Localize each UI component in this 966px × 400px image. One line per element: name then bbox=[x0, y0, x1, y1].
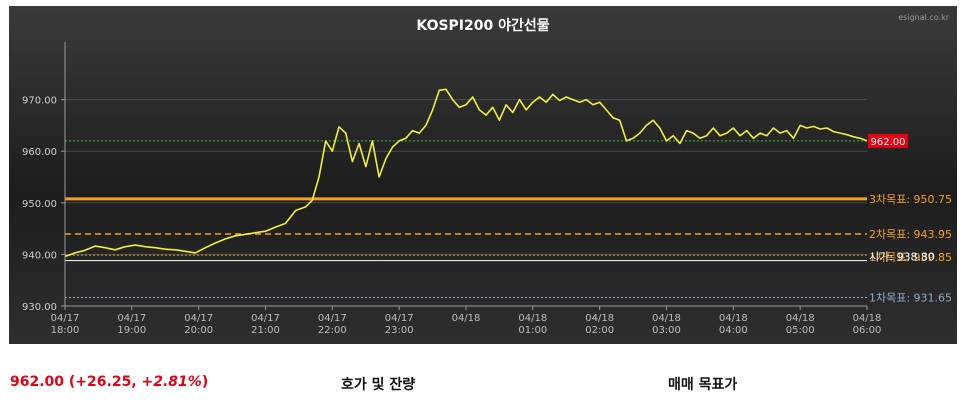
x-tick-date: 04/18 bbox=[853, 313, 882, 324]
y-tick-label: 970.00 bbox=[22, 96, 57, 107]
x-tick-time: 06:00 bbox=[853, 325, 882, 336]
x-tick-date: 04/17 bbox=[251, 313, 280, 324]
price-change-value: 962.00 (+26.25, bbox=[10, 374, 142, 390]
reference-label: 시가: 938.80 bbox=[869, 251, 935, 264]
y-tick-label: 950.00 bbox=[22, 199, 57, 210]
series-layer bbox=[64, 88, 868, 258]
price-change-close: ) bbox=[201, 374, 209, 390]
orderbook-link[interactable]: 호가 및 잔량 bbox=[341, 377, 416, 393]
watermark: esignal.co.kr bbox=[898, 13, 949, 22]
y-tick-label: 960.00 bbox=[22, 147, 57, 158]
target-price-link[interactable]: 매매 목표가 bbox=[668, 377, 738, 393]
x-tick-time: 02:00 bbox=[585, 325, 614, 336]
summary-bar: 962.00 (+26.25, +2.81%) 호가 및 잔량 매매 목표가 bbox=[0, 362, 966, 400]
x-tick-date: 04/17 bbox=[184, 313, 213, 324]
chart-title: KOSPI200 야간선물 bbox=[416, 17, 549, 34]
price-change-percent: +2.81% bbox=[141, 374, 202, 390]
current-price-label: 962.00 bbox=[871, 137, 906, 148]
price-chart: KOSPI200 야간선물 esignal.co.kr 930.00 940.00… bbox=[9, 6, 957, 344]
x-tick-time: 21:00 bbox=[251, 325, 280, 336]
x-tick-time: 18:00 bbox=[51, 325, 80, 336]
x-tick-time: 04:00 bbox=[719, 325, 748, 336]
reference-label: 3차목표: 950.75 bbox=[869, 193, 952, 206]
axes: 930.00940.00950.00960.00970.0004/1718:00… bbox=[22, 42, 881, 336]
x-tick-time: 23:00 bbox=[385, 325, 414, 336]
x-tick-date: 04/17 bbox=[117, 313, 146, 324]
x-tick-time: 05:00 bbox=[786, 325, 815, 336]
x-tick-date: 04/18 bbox=[652, 313, 681, 324]
reference-label: 1차목표: 931.65 bbox=[869, 291, 952, 304]
x-tick-time: 19:00 bbox=[117, 325, 146, 336]
x-tick-date: 04/17 bbox=[51, 313, 80, 324]
price-change-text: 962.00 (+26.25, +2.81%) bbox=[10, 374, 208, 390]
current-price-badge bbox=[868, 133, 908, 148]
x-tick-date: 04/18 bbox=[518, 313, 547, 324]
x-tick-date: 04/18 bbox=[719, 313, 748, 324]
x-tick-date: 04/17 bbox=[318, 313, 347, 324]
x-tick-date: 04/18 bbox=[786, 313, 815, 324]
x-tick-date: 04/18 bbox=[585, 313, 614, 324]
price-series-line bbox=[64, 88, 868, 258]
y-tick-label: 930.00 bbox=[22, 302, 57, 313]
chart-panel: KOSPI200 야간선물 esignal.co.kr 930.00 940.00… bbox=[9, 6, 957, 344]
reference-labels: 3차목표: 950.75 2차목표: 943.95 1차목표: 939.85시가: … bbox=[868, 133, 952, 304]
x-tick-time: 01:00 bbox=[518, 325, 547, 336]
x-tick-time: 22:00 bbox=[318, 325, 347, 336]
x-tick-time: 03:00 bbox=[652, 325, 681, 336]
x-tick-time: 20:00 bbox=[184, 325, 213, 336]
y-tick-label: 940.00 bbox=[22, 250, 57, 261]
chart-background bbox=[9, 6, 957, 344]
reference-label: 1차목표: 939.85 bbox=[869, 251, 952, 264]
reference-lines bbox=[65, 140, 867, 298]
x-tick-date: 04/18 bbox=[452, 313, 481, 324]
x-tick-date: 04/17 bbox=[385, 313, 414, 324]
reference-label: 2차목표: 943.95 bbox=[869, 228, 952, 241]
